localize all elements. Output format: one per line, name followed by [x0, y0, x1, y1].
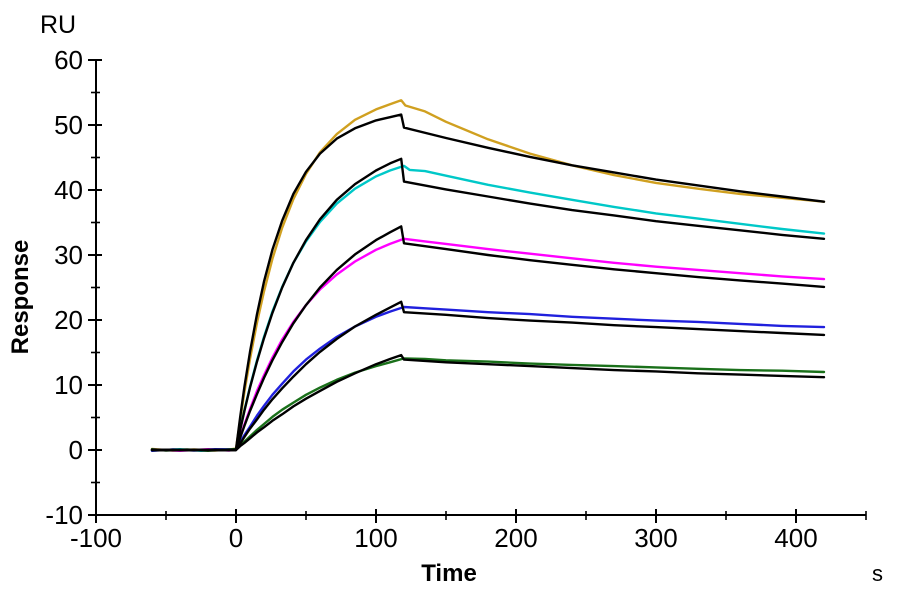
y-tick-label: 20	[54, 305, 83, 335]
series-cyan-fit	[150, 157, 826, 452]
series-gold-fit	[150, 113, 826, 452]
x-tick-label: 200	[494, 523, 537, 553]
y-axis-title: Response	[7, 240, 34, 355]
y-axis-unit-label: RU	[40, 11, 76, 39]
series-magenta-fit	[150, 225, 826, 452]
x-tick-label: 400	[774, 523, 817, 553]
y-tick-label: -10	[45, 500, 83, 530]
x-tick-label: -100	[70, 523, 122, 553]
y-tick-label: 60	[54, 45, 83, 75]
x-tick-label: 300	[634, 523, 677, 553]
x-tick-label: 0	[229, 523, 243, 553]
y-tick-label: 30	[54, 240, 83, 270]
x-tick-label: 100	[354, 523, 397, 553]
y-tick-label: 10	[54, 370, 83, 400]
y-tick-label: 40	[54, 175, 83, 205]
y-tick-label: 0	[69, 435, 83, 465]
series-cyan-data	[150, 164, 826, 452]
series-green-fit	[150, 353, 826, 452]
x-axis-unit-label: s	[872, 561, 883, 586]
series-gold-data	[150, 99, 826, 452]
series-blue-fit	[150, 300, 826, 452]
series-layer	[150, 99, 826, 452]
x-axis-title: Time	[421, 560, 477, 587]
y-tick-label: 50	[54, 110, 83, 140]
